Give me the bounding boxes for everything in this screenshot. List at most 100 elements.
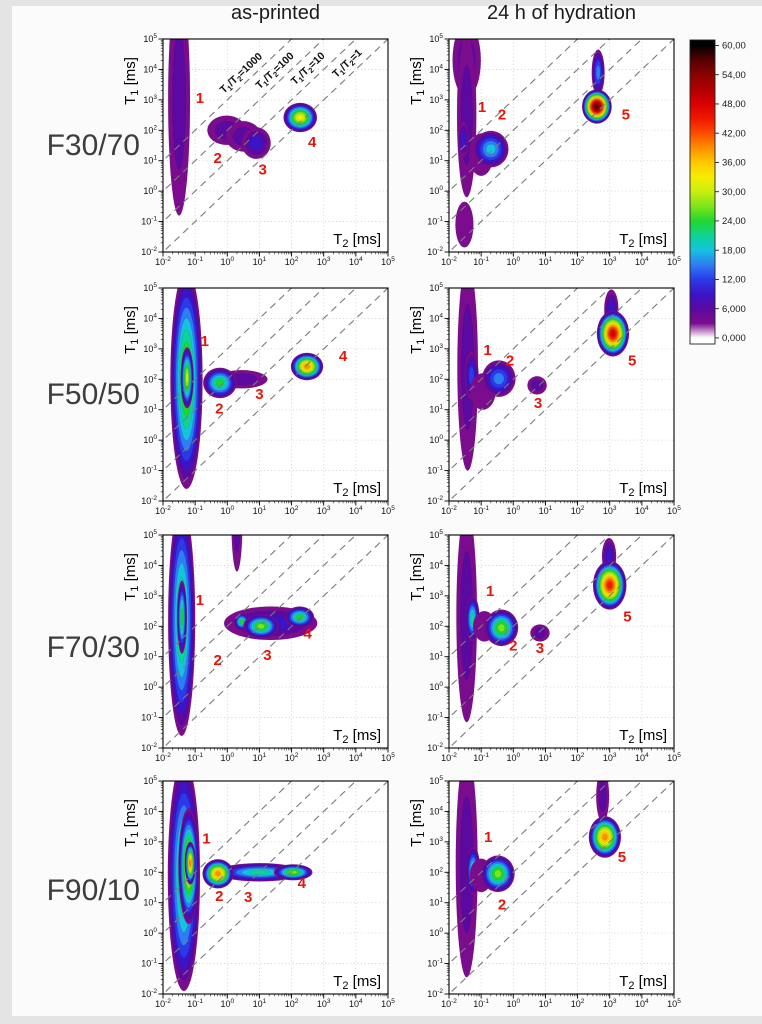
- svg-text:104: 104: [143, 312, 157, 323]
- plot-frame: [162, 287, 389, 502]
- plot-f50-50-hydrated: 1 2 3 5 10-2 10-2 10-1 10-1 100 100 101 101 102 102 10…: [404, 280, 684, 540]
- svg-text:102: 102: [429, 373, 443, 384]
- svg-text:105: 105: [667, 752, 681, 763]
- svg-text:100: 100: [220, 752, 234, 763]
- svg-text:105: 105: [143, 33, 157, 44]
- ratio-diagonal-lines: [449, 288, 674, 501]
- ratio-diagonal-lines: [449, 781, 674, 994]
- svg-text:2: 2: [506, 353, 514, 370]
- svg-text:102: 102: [429, 124, 443, 135]
- svg-text:104: 104: [143, 559, 157, 570]
- svg-text:105: 105: [143, 282, 157, 293]
- svg-text:102: 102: [429, 620, 443, 631]
- colorbar-tick-label: 42,00: [722, 128, 746, 139]
- svg-text:104: 104: [635, 505, 649, 516]
- svg-text:101: 101: [253, 998, 267, 1009]
- svg-text:105: 105: [667, 505, 681, 516]
- contour-blobs: [452, 39, 612, 248]
- svg-text:103: 103: [603, 998, 617, 1009]
- x-axis-title: T2 [ms]: [333, 480, 381, 499]
- svg-text:105: 105: [381, 998, 395, 1009]
- column-title-24h-hydration: 24 h of hydration: [487, 2, 636, 24]
- svg-text:100: 100: [429, 681, 443, 692]
- svg-text:100: 100: [506, 505, 520, 516]
- peak-number-labels: 1 2 3 5: [486, 583, 632, 657]
- svg-text:103: 103: [317, 998, 331, 1009]
- svg-text:103: 103: [603, 505, 617, 516]
- gridlines: [163, 288, 388, 501]
- svg-text:1: 1: [483, 342, 491, 359]
- svg-text:10-2: 10-2: [441, 505, 457, 516]
- svg-text:10-1: 10-1: [473, 752, 489, 763]
- svg-text:5: 5: [618, 849, 626, 866]
- y-axis-title: T1 [ms]: [408, 306, 427, 354]
- colorbar-gradient: [689, 39, 716, 345]
- page-edge-top: [0, 0, 762, 6]
- axis-ticks: [444, 38, 675, 257]
- svg-text:100: 100: [220, 256, 234, 267]
- svg-text:105: 105: [667, 998, 681, 1009]
- row-label-f30-70: F30/70: [46, 129, 140, 162]
- colorbar-tick-label: 0,000: [722, 333, 746, 344]
- colorbar-tick-label: 36,00: [722, 158, 746, 169]
- svg-text:104: 104: [349, 256, 363, 267]
- row-label-f70-30: F70/30: [46, 631, 140, 664]
- svg-text:10-1: 10-1: [427, 958, 443, 969]
- peak-number-labels: 1 2 5: [484, 829, 626, 914]
- peak-number-labels: 1 2 3 4: [201, 333, 348, 418]
- svg-text:10-2: 10-2: [155, 256, 171, 267]
- svg-text:101: 101: [253, 256, 267, 267]
- x-axis-title: T2 [ms]: [619, 973, 667, 992]
- tick-labels: 10-210-2 10-1 10-1 100 100 101 101 102 102 103 103…: [141, 775, 395, 1009]
- axis-ticks: [444, 534, 675, 753]
- svg-text:10-2: 10-2: [141, 742, 157, 753]
- svg-text:105: 105: [381, 256, 395, 267]
- svg-text:1: 1: [196, 90, 204, 107]
- svg-text:103: 103: [143, 590, 157, 601]
- colorbar: 60,00 54,00 48,00 42,00 36,00 30,00 24,00 18,00…: [686, 34, 762, 359]
- svg-text:102: 102: [143, 866, 157, 877]
- svg-text:1: 1: [201, 333, 209, 350]
- x-axis-title: T2 [ms]: [333, 231, 381, 250]
- svg-text:10-1: 10-1: [141, 712, 157, 723]
- svg-text:101: 101: [429, 155, 443, 166]
- svg-text:104: 104: [143, 63, 157, 74]
- svg-text:10-1: 10-1: [187, 752, 203, 763]
- ratio-diagonal-lines: [449, 39, 674, 252]
- plot-frame: [448, 780, 675, 995]
- svg-text:105: 105: [143, 529, 157, 540]
- svg-text:10-1: 10-1: [141, 216, 157, 227]
- svg-text:104: 104: [635, 256, 649, 267]
- svg-text:102: 102: [285, 752, 299, 763]
- y-axis-title: T1 [ms]: [122, 799, 141, 847]
- svg-text:103: 103: [429, 94, 443, 105]
- svg-text:100: 100: [429, 434, 443, 445]
- y-axis-title: T1 [ms]: [408, 57, 427, 105]
- svg-text:101: 101: [539, 752, 553, 763]
- svg-text:1: 1: [478, 99, 486, 116]
- ratio-diagonal-lines: [163, 39, 388, 252]
- page-edge-left: [0, 0, 12, 1024]
- plot-f50-50-as-printed: 1 2 3 4 10-2 10-2 10-1 10-1 100 100 101 101 102 102 10…: [118, 280, 398, 540]
- svg-text:1: 1: [484, 829, 492, 846]
- svg-text:101: 101: [539, 256, 553, 267]
- svg-text:2: 2: [215, 400, 223, 417]
- svg-text:104: 104: [429, 312, 443, 323]
- svg-text:10-2: 10-2: [155, 752, 171, 763]
- svg-text:102: 102: [571, 752, 585, 763]
- svg-text:10-2: 10-2: [427, 495, 443, 506]
- plot-frame: [162, 534, 389, 749]
- svg-text:100: 100: [143, 185, 157, 196]
- svg-text:102: 102: [143, 373, 157, 384]
- svg-text:103: 103: [143, 836, 157, 847]
- svg-text:101: 101: [253, 752, 267, 763]
- colorbar-tick-label: 60,00: [722, 41, 746, 52]
- svg-text:101: 101: [143, 651, 157, 662]
- svg-text:103: 103: [143, 343, 157, 354]
- colorbar-tick-label: 48,00: [722, 99, 746, 110]
- peak-number-labels: 1 2 3 4: [196, 90, 317, 179]
- svg-text:103: 103: [317, 505, 331, 516]
- colorbar-tick-label: 18,00: [722, 245, 746, 256]
- ratio-diagonal-lines: [163, 288, 388, 501]
- svg-text:10-2: 10-2: [141, 246, 157, 257]
